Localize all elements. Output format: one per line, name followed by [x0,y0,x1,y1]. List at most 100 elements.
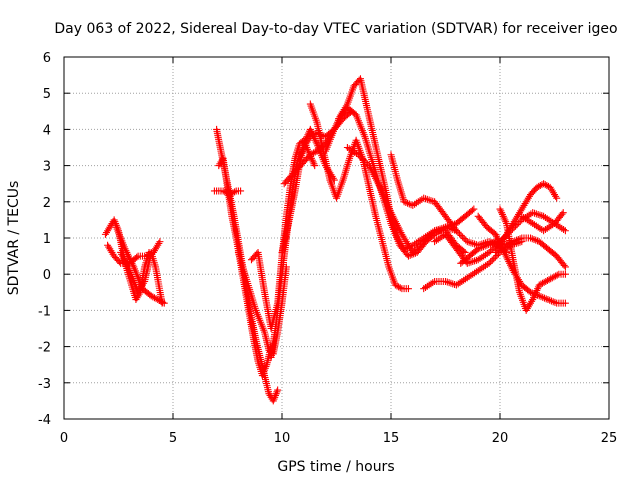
y-tick-label: 3 [43,160,51,175]
chart-title: Day 063 of 2022, Sidereal Day-to-day VTE… [54,21,617,37]
data-point [461,248,469,256]
data-point [410,247,418,255]
data-point [539,293,547,301]
data-point [490,255,498,263]
data-point [547,297,555,305]
data-point [540,294,548,302]
data-point [400,198,408,206]
data-point [561,263,569,271]
data-point [422,195,430,203]
data-point [156,238,164,246]
data-point [454,228,462,236]
data-point [543,182,551,190]
data-point [311,162,319,170]
data-point [528,235,536,243]
y-tick-label: -1 [38,304,51,319]
data-point [457,231,465,239]
data-point [357,154,365,162]
data-point [513,236,521,244]
y-tick-label: 0 [43,268,51,283]
data-point [418,239,426,247]
data-point [429,228,437,236]
y-ticks: -4 -3 -2 -1 0 1 2 3 4 5 6 [38,51,609,428]
data-point [485,241,493,249]
data-point [561,227,569,235]
data-point [487,258,495,266]
data-point [546,296,554,304]
data-point [558,210,566,218]
y-tick-label: -3 [38,377,51,392]
data-point [354,151,362,159]
data-point [470,205,478,213]
data-point [514,235,522,243]
data-point [488,256,496,264]
data-point [451,280,459,288]
data-point [409,248,417,256]
series-track-4 [112,223,168,307]
series-track-23 [492,180,561,256]
y-tick-label: -4 [38,413,51,428]
data-point [237,187,245,195]
data-point [420,238,428,246]
data-point [553,271,561,279]
data-point [549,298,557,306]
data-point [531,209,539,217]
data-point [559,209,567,217]
data-point [274,386,282,394]
data-points [101,75,569,405]
data-point [469,239,477,247]
data-point [487,247,495,255]
data-point [485,259,493,267]
data-point [483,241,491,249]
series-track-5 [213,125,282,405]
data-point [459,233,467,241]
y-tick-label: 5 [43,87,51,102]
y-tick-label: 4 [43,123,51,138]
data-point [469,258,477,266]
plot-frame [63,56,610,420]
data-point [427,230,435,238]
data-point [159,298,167,306]
data-point [231,188,239,196]
data-point [542,295,550,303]
data-point [478,243,486,251]
data-point [460,235,468,243]
data-point [463,238,471,246]
data-point [412,245,420,253]
data-point [361,157,369,165]
y-tick-label: 6 [43,51,51,66]
x-tick-label: 10 [274,431,291,446]
data-point [538,212,546,220]
data-point [160,299,168,307]
series-track-24 [518,209,567,235]
x-tick-label: 25 [601,431,618,446]
data-point [447,279,455,287]
data-point [551,298,559,306]
data-point [534,210,542,218]
x-tick-label: 15 [383,431,400,446]
data-point [486,240,494,248]
data-point [532,210,540,218]
data-point [404,285,412,293]
series-track-10 [267,107,356,361]
data-point [362,158,370,166]
data-point [471,240,479,248]
data-point [413,244,421,252]
data-point [536,182,544,190]
data-point [561,270,569,278]
data-point [421,236,429,244]
series-track-6 [215,154,275,380]
data-point [426,231,434,239]
data-point [404,199,412,207]
y-tick-label: 1 [43,232,51,247]
data-point [476,244,484,252]
data-point [472,256,480,264]
data-point [474,245,482,253]
data-point [479,243,487,251]
data-point [415,242,423,250]
data-point [561,299,569,307]
data-point [423,235,431,243]
data-point [456,230,464,238]
data-point [356,152,364,160]
